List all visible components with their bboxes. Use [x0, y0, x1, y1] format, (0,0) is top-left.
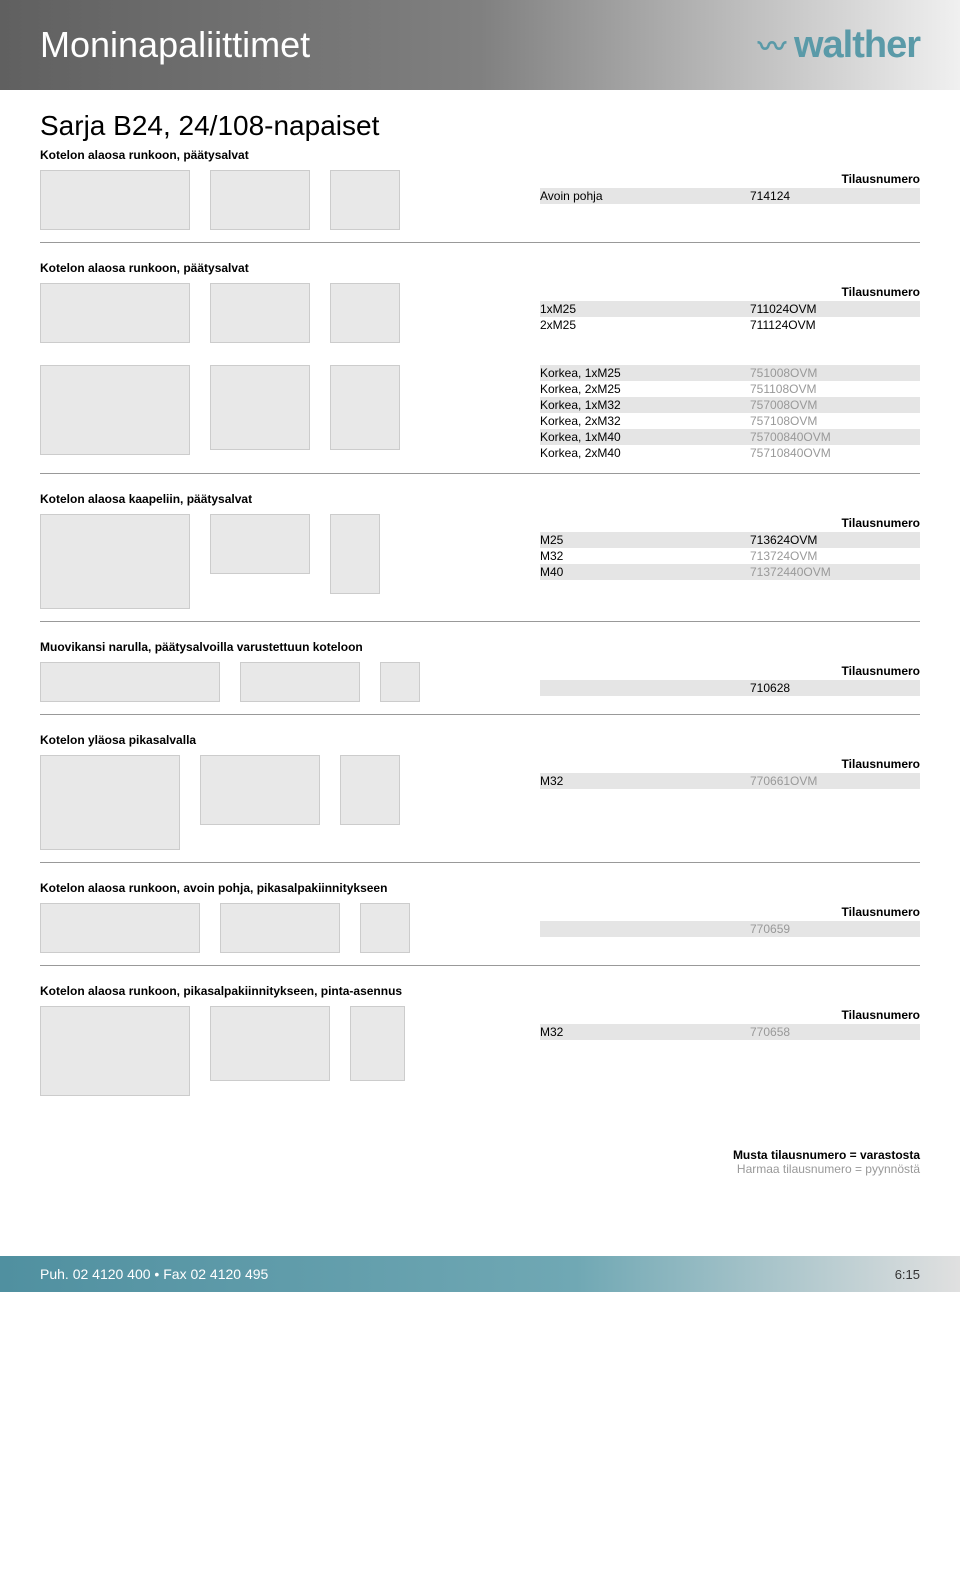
section-heading: Kotelon alaosa runkoon, avoin pohja, pik… — [40, 881, 920, 895]
logo-text: walther — [794, 24, 920, 67]
product-drawing — [340, 755, 400, 825]
spec-table: Tilausnumero M32770661OVM — [540, 755, 920, 789]
table-header: Tilausnumero — [540, 514, 920, 532]
table-row: M4071372440OVM — [540, 564, 920, 580]
product-photo — [40, 903, 200, 953]
table-row: M32713724OVM — [540, 548, 920, 564]
logo-wave-icon: 〰 — [758, 25, 786, 65]
header-title: Moninapaliittimet — [40, 24, 310, 66]
product-drawing — [210, 1006, 330, 1081]
footer-bar: Puh. 02 4120 400 • Fax 02 4120 495 6:15 — [0, 1256, 960, 1292]
table-row: 770659 — [540, 921, 920, 937]
content: Sarja B24, 24/108-napaiset Kotelon alaos… — [0, 90, 960, 1256]
section-heading: Kotelon alaosa runkoon, päätysalvat — [40, 148, 920, 162]
table-row: Korkea, 2xM4075710840OVM — [540, 445, 920, 461]
section-7: Kotelon alaosa runkoon, pikasalpakiinnit… — [40, 984, 920, 1108]
section-6: Kotelon alaosa runkoon, avoin pohja, pik… — [40, 881, 920, 966]
product-drawing — [210, 170, 310, 230]
section-heading: Kotelon alaosa runkoon, pikasalpakiinnit… — [40, 984, 920, 998]
product-photo — [40, 283, 190, 343]
table-row: Korkea, 2xM32757108OVM — [540, 413, 920, 429]
table-row: Avoin pohja714124 — [540, 188, 920, 204]
table-row: 710628 — [540, 680, 920, 696]
section-heading: Kotelon alaosa runkoon, päätysalvat — [40, 261, 920, 275]
spec-table: Tilausnumero M32770658 — [540, 1006, 920, 1040]
page-title: Sarja B24, 24/108-napaiset — [40, 110, 920, 142]
table-row: 1xM25711024OVM — [540, 301, 920, 317]
table-header: Tilausnumero — [540, 1006, 920, 1024]
table-header: Tilausnumero — [540, 755, 920, 773]
product-drawing — [210, 283, 310, 343]
table-row: M32770661OVM — [540, 773, 920, 789]
section-3: Kotelon alaosa kaapeliin, päätysalvat Ti… — [40, 492, 920, 622]
section-heading: Kotelon alaosa kaapeliin, päätysalvat — [40, 492, 920, 506]
section-5: Kotelon yläosa pikasalvalla Tilausnumero… — [40, 733, 920, 863]
product-photo — [40, 170, 190, 230]
spec-table: Tilausnumero 770659 — [540, 903, 920, 937]
spec-table: Tilausnumero Avoin pohja714124 — [540, 170, 920, 204]
product-drawing — [330, 514, 380, 594]
footer-note-2: Harmaa tilausnumero = pyynnöstä — [40, 1162, 920, 1176]
table-header: Tilausnumero — [540, 662, 920, 680]
table-row: Korkea, 1xM25751008OVM — [540, 365, 920, 381]
table-row: Korkea, 1xM4075700840OVM — [540, 429, 920, 445]
spec-table: Korkea, 1xM25751008OVM Korkea, 2xM257511… — [540, 365, 920, 461]
table-row: M32770658 — [540, 1024, 920, 1040]
section-heading: Kotelon yläosa pikasalvalla — [40, 733, 920, 747]
table-header: Tilausnumero — [540, 170, 920, 188]
table-header: Tilausnumero — [540, 283, 920, 301]
section-4: Muovikansi narulla, päätysalvoilla varus… — [40, 640, 920, 715]
product-photo — [40, 1006, 190, 1096]
table-header: Tilausnumero — [540, 903, 920, 921]
table-row: M25713624OVM — [540, 532, 920, 548]
product-drawing — [210, 514, 310, 574]
product-drawing — [350, 1006, 405, 1081]
product-photo — [40, 662, 220, 702]
spec-table: Tilausnumero 1xM25711024OVM 2xM25711124O… — [540, 283, 920, 333]
table-row: Korkea, 2xM25751108OVM — [540, 381, 920, 397]
product-photo — [40, 365, 190, 455]
product-drawing — [200, 755, 320, 825]
logo: 〰 walther — [758, 24, 920, 67]
product-drawing — [330, 170, 400, 230]
product-drawing — [330, 283, 400, 343]
spec-table: Tilausnumero 710628 — [540, 662, 920, 696]
table-row: Korkea, 1xM32757008OVM — [540, 397, 920, 413]
section-heading: Muovikansi narulla, päätysalvoilla varus… — [40, 640, 920, 654]
section-0: Kotelon alaosa runkoon, päätysalvat Tila… — [40, 148, 920, 243]
section-1: Kotelon alaosa runkoon, päätysalvat Tila… — [40, 261, 920, 347]
product-drawing — [240, 662, 360, 702]
product-drawing — [210, 365, 310, 450]
spec-table: Tilausnumero M25713624OVM M32713724OVM M… — [540, 514, 920, 580]
product-drawing — [360, 903, 410, 953]
header-bar: Moninapaliittimet 〰 walther — [0, 0, 960, 90]
product-photo — [40, 514, 190, 609]
product-drawing — [220, 903, 340, 953]
section-2: Korkea, 1xM25751008OVM Korkea, 2xM257511… — [40, 365, 920, 474]
table-row: 2xM25711124OVM — [540, 317, 920, 333]
product-drawing — [380, 662, 420, 702]
footer-note-1: Musta tilausnumero = varastosta — [40, 1148, 920, 1162]
footer-right: 6:15 — [895, 1267, 920, 1282]
product-photo — [40, 755, 180, 850]
product-drawing — [330, 365, 400, 450]
footer-left: Puh. 02 4120 400 • Fax 02 4120 495 — [40, 1266, 268, 1282]
footer-notes: Musta tilausnumero = varastosta Harmaa t… — [40, 1148, 920, 1176]
